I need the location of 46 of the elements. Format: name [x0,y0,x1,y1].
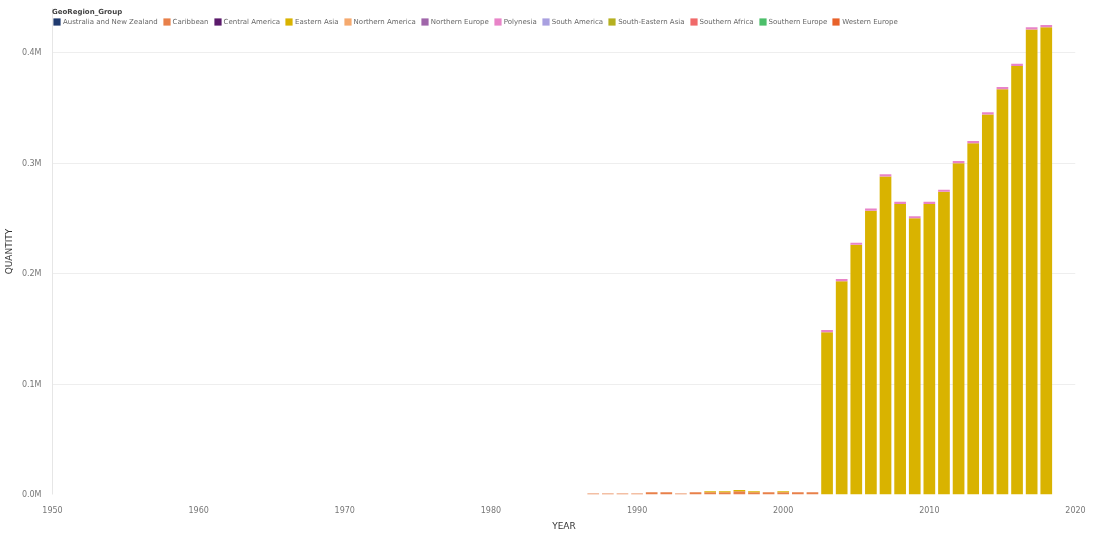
x-tick-label: 1990 [626,505,648,515]
bar [923,204,936,495]
bar [1040,25,1053,28]
bar [865,208,877,211]
bar [835,279,848,282]
bar [952,163,965,495]
bar [1040,27,1053,495]
bar [645,492,658,495]
bar [938,191,950,495]
x-axis-title: YEAR [551,520,576,531]
x-tick-label: 2020 [1065,505,1086,515]
y-tick-label: 0.2M [21,269,42,279]
x-tick-label: 1970 [334,505,355,515]
bar [1011,65,1023,495]
bar [1025,29,1038,495]
y-axis-title: QUANTITY [3,228,14,275]
bar [1025,27,1038,30]
bar [821,332,833,495]
bar [996,89,1009,495]
bar [967,143,980,495]
x-tick-label: 2000 [773,505,794,515]
x-tick-label: 1960 [188,505,209,515]
bar [791,492,804,495]
bar [938,189,950,192]
bar [894,204,906,495]
x-tick-label: 2010 [919,505,940,515]
bar [879,176,892,495]
bar [981,114,994,495]
bar [850,242,863,245]
y-tick-label: 0.4M [21,48,42,58]
bar [660,492,673,495]
bar [967,141,980,144]
bar [1011,63,1023,66]
bar [981,112,994,115]
bar [850,244,863,495]
bar [835,281,848,495]
x-tick-label: 1950 [42,505,63,515]
y-tick-label: 0.3M [21,158,42,168]
x-tick-label: 1980 [480,505,502,515]
bar [894,201,906,204]
bar [865,210,877,495]
bar [908,216,921,219]
bar [821,329,833,333]
y-tick-label: 0.1M [21,379,42,389]
y-tick-label: 0.0M [21,490,42,499]
bar [908,218,921,495]
